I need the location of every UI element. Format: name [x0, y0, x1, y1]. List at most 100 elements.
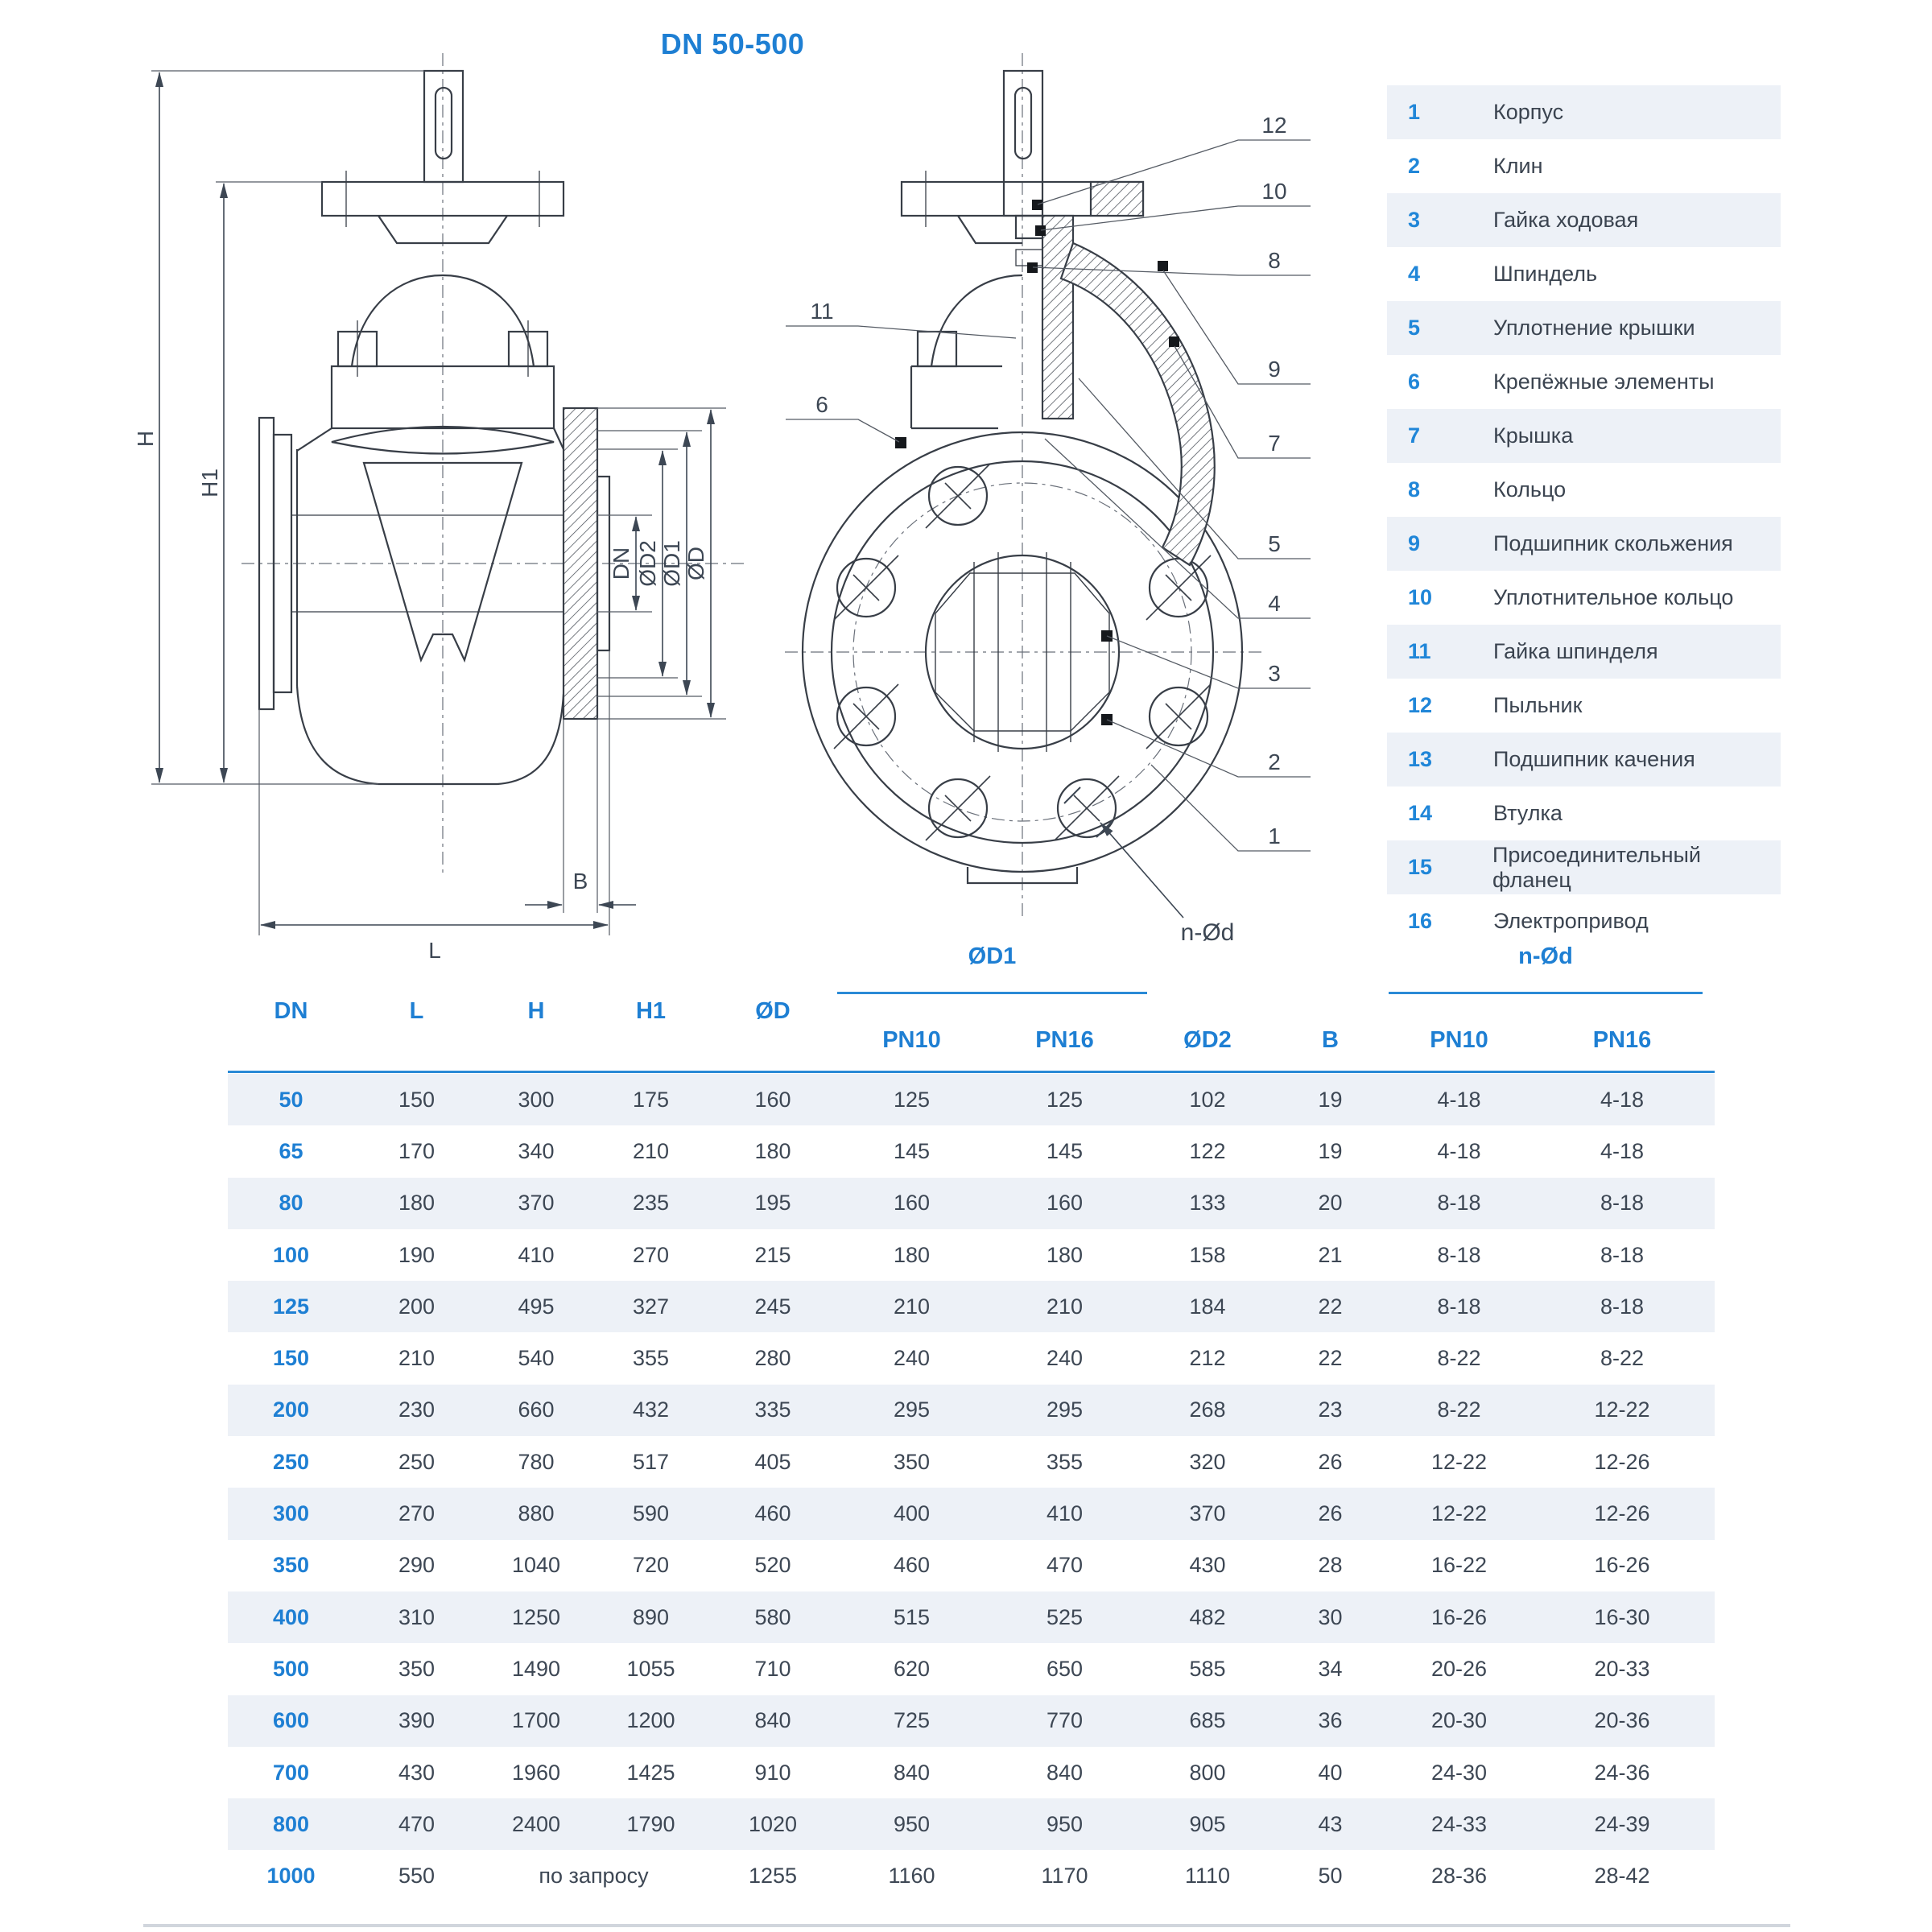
table-row-dn-150: 150 210 540 355 280 240 240 212 22 8-22 8-22: [228, 1332, 1715, 1384]
table-cell: 8-18: [1600, 1294, 1645, 1319]
legend-row-1: 1 Корпус: [1387, 85, 1781, 139]
table-cell: 158: [1189, 1242, 1226, 1267]
table-cell: 905: [1189, 1811, 1226, 1836]
stuffing-box-section: [1041, 214, 1075, 420]
legend-item-label: Втулка: [1493, 801, 1563, 825]
table-cell: 230: [398, 1397, 436, 1422]
table-cell: 700: [272, 1760, 310, 1785]
table-cell: 1700: [511, 1708, 561, 1733]
table-cell: 840: [1046, 1760, 1084, 1785]
table-cell: 125: [1046, 1087, 1084, 1112]
table-cell: 400: [272, 1604, 310, 1629]
table-cell: 12-22: [1430, 1449, 1488, 1474]
table-cell: 180: [754, 1138, 791, 1163]
table-cell: 215: [754, 1242, 791, 1267]
table-cell: 160: [893, 1191, 931, 1216]
table-cell: 270: [398, 1501, 436, 1526]
legend-row-2: 2 Клин: [1387, 139, 1781, 193]
table-row-dn-50: 50 150 300 175 160 125 125 102 19 4-18 4-18: [228, 1074, 1715, 1126]
table-cell: 210: [893, 1294, 931, 1319]
callout-1: 1: [1268, 824, 1281, 848]
table-cell: 16-30: [1594, 1604, 1650, 1629]
table-cell: 20-26: [1430, 1656, 1488, 1681]
page-bottom-edge: [143, 1924, 1790, 1927]
table-cell: 28-36: [1430, 1864, 1488, 1889]
table-cell: 210: [1046, 1294, 1084, 1319]
callout-3: 3: [1268, 661, 1281, 686]
table-cell: 175: [632, 1087, 670, 1112]
table-cell: 8-18: [1437, 1191, 1481, 1216]
table-cell: 280: [754, 1346, 791, 1371]
table-cell: 800: [272, 1811, 310, 1836]
legend-item-label: Шпиндель: [1493, 262, 1598, 286]
legend-item-number: 12: [1408, 693, 1433, 717]
table-cell: 184: [1189, 1294, 1226, 1319]
table-cell: 195: [754, 1191, 791, 1216]
table-cell: 1000: [266, 1864, 316, 1889]
dimensions-table: 50 150 300 175 160 125 125 102 19 4-18 4-18 65 170 34…: [228, 1074, 1715, 1902]
header-l: L: [409, 998, 424, 1024]
table-cell: 133: [1189, 1191, 1226, 1216]
table-cell: 170: [398, 1138, 436, 1163]
table-cell: 1425: [626, 1760, 675, 1785]
table-cell: 180: [398, 1191, 436, 1216]
table-cell: 36: [1318, 1708, 1343, 1733]
table-cell: 355: [1046, 1449, 1084, 1474]
legend-item-label: Подшипник скольжения: [1493, 531, 1733, 555]
table-cell: 210: [398, 1346, 436, 1371]
table-cell: 295: [1046, 1397, 1084, 1422]
table-cell: 780: [518, 1449, 555, 1474]
bolt-circle: [852, 482, 1192, 822]
table-row-dn-350: 350 290 1040 720 520 460 470 430 28 16-22 16-26: [228, 1540, 1715, 1591]
valve-technical-drawing: H H1 DN ØD2 ØD1 ØD B L: [133, 53, 1311, 963]
table-cell: 20: [1318, 1191, 1343, 1216]
right-view-front-section: [785, 53, 1265, 918]
table-cell: 245: [754, 1294, 791, 1319]
table-cell: 520: [754, 1553, 791, 1578]
page-title: DN 50-500: [660, 27, 805, 60]
legend-item-label: Корпус: [1493, 100, 1564, 124]
table-row-dn-250: 250 250 780 517 405 350 355 320 26 12-22 12-26: [228, 1436, 1715, 1488]
table-cell: 12-22: [1430, 1501, 1488, 1526]
parts-legend: 1 Корпус 2 Клин 3 Гайка ходовая 4 Шпиндель 5 Упло…: [1387, 85, 1781, 948]
table-cell: 405: [754, 1449, 791, 1474]
table-row-dn-700: 700 430 1960 1425 910 840 840 800 40 24-30 24-36: [228, 1747, 1715, 1798]
table-cell: 190: [398, 1242, 436, 1267]
table-cell: 580: [754, 1604, 791, 1629]
table-cell: 145: [1046, 1138, 1084, 1163]
table-cell: 122: [1189, 1138, 1226, 1163]
legend-item-number: 15: [1408, 855, 1433, 879]
table-cell: 8-22: [1600, 1346, 1645, 1371]
table-cell: 410: [518, 1242, 555, 1267]
callout-4: 4: [1268, 591, 1281, 616]
callout-12: 12: [1261, 113, 1286, 138]
legend-row-14: 14 Втулка: [1387, 786, 1781, 840]
table-cell: 20-33: [1594, 1656, 1650, 1681]
table-cell: 80: [279, 1191, 303, 1216]
legend-item-number: 14: [1408, 801, 1433, 825]
table-cell: 470: [398, 1811, 436, 1836]
right-pipe-flange-section: [562, 407, 599, 720]
legend-item-label: Пыльник: [1493, 693, 1583, 717]
header-nd-pn16: PN16: [1592, 1027, 1652, 1053]
table-cell: 24-33: [1430, 1811, 1488, 1836]
table-cell: 8-18: [1437, 1242, 1481, 1267]
table-cell: 22: [1318, 1294, 1343, 1319]
table-row-dn-200: 200 230 660 432 335 295 295 268 23 8-22 12-22: [228, 1384, 1715, 1437]
dim-label-D1: ØD1: [659, 540, 684, 587]
table-cell: 460: [893, 1553, 931, 1578]
table-cell: 8-22: [1437, 1397, 1481, 1422]
table-cell: 720: [632, 1553, 670, 1578]
header-separator: [228, 1071, 1715, 1073]
table-cell: 950: [1046, 1811, 1084, 1836]
table-cell: 725: [893, 1708, 931, 1733]
seat-ring: [331, 425, 555, 455]
table-cell: 24-36: [1594, 1760, 1650, 1785]
table-cell: 770: [1046, 1708, 1084, 1733]
table-cell: 23: [1318, 1397, 1343, 1422]
table-cell: 26: [1318, 1449, 1343, 1474]
table-cell: 19: [1318, 1138, 1343, 1163]
table-cell: 8-18: [1600, 1191, 1645, 1216]
table-cell: 1790: [626, 1811, 675, 1836]
table-cell: 370: [1189, 1501, 1226, 1526]
